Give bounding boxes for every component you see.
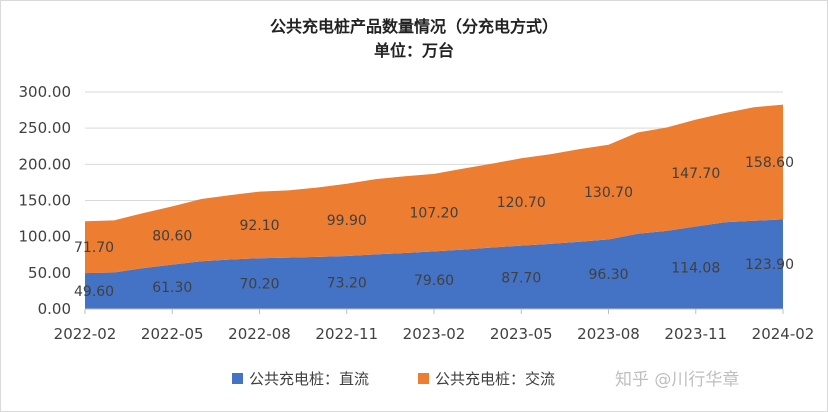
x-tick-label: 2022-11 <box>315 325 378 343</box>
y-tick-label: 0.00 <box>38 300 71 318</box>
y-tick-label: 200.00 <box>19 155 72 173</box>
area-series-2 <box>85 104 783 274</box>
y-tick-label: 150.00 <box>19 192 72 210</box>
legend-swatch-1 <box>232 373 243 384</box>
data-label: 71.70 <box>74 240 114 256</box>
data-label: 73.20 <box>327 276 367 292</box>
legend-label-2: 公共充电桩：交流 <box>435 370 555 388</box>
data-label: 96.30 <box>588 267 628 283</box>
data-label: 147.70 <box>671 166 720 182</box>
data-label: 158.60 <box>745 155 794 171</box>
area-series-1 <box>85 219 783 309</box>
data-label: 114.08 <box>671 261 720 277</box>
data-label: 99.90 <box>327 213 367 229</box>
legend-label-1: 公共充电桩：直流 <box>249 370 369 388</box>
chart-title: 公共充电桩产品数量情况（分充电方式） <box>270 17 558 36</box>
x-tick-label: 2023-02 <box>403 325 466 343</box>
y-tick-label: 100.00 <box>19 228 72 246</box>
x-tick-label: 2023-08 <box>577 325 640 343</box>
watermark-text: 知乎 @川行华章 <box>615 370 739 390</box>
x-tick-label: 2022-08 <box>228 325 291 343</box>
legend-swatch-2 <box>418 373 429 384</box>
x-tick-label: 2022-02 <box>54 325 117 343</box>
data-label: 70.20 <box>239 277 279 293</box>
y-tick-label: 300.00 <box>19 83 72 101</box>
data-label: 92.10 <box>239 218 279 234</box>
data-label: 107.20 <box>410 206 459 222</box>
y-tick-label: 50.00 <box>28 264 71 282</box>
x-tick-label: 2023-05 <box>490 325 553 343</box>
data-label: 130.70 <box>584 185 633 201</box>
data-label: 120.70 <box>497 195 546 211</box>
data-label: 123.90 <box>745 257 794 273</box>
data-label: 87.70 <box>501 270 541 286</box>
data-label: 61.30 <box>152 280 192 296</box>
data-label: 49.60 <box>74 284 114 300</box>
x-tick-label: 2023-11 <box>664 325 727 343</box>
data-label: 79.60 <box>414 273 454 289</box>
y-tick-label: 250.00 <box>19 119 72 137</box>
x-tick-label: 2022-05 <box>141 325 204 343</box>
chart-subtitle: 单位：万台 <box>374 41 454 60</box>
data-label: 80.60 <box>152 229 192 245</box>
x-tick-label: 2024-02 <box>752 325 815 343</box>
